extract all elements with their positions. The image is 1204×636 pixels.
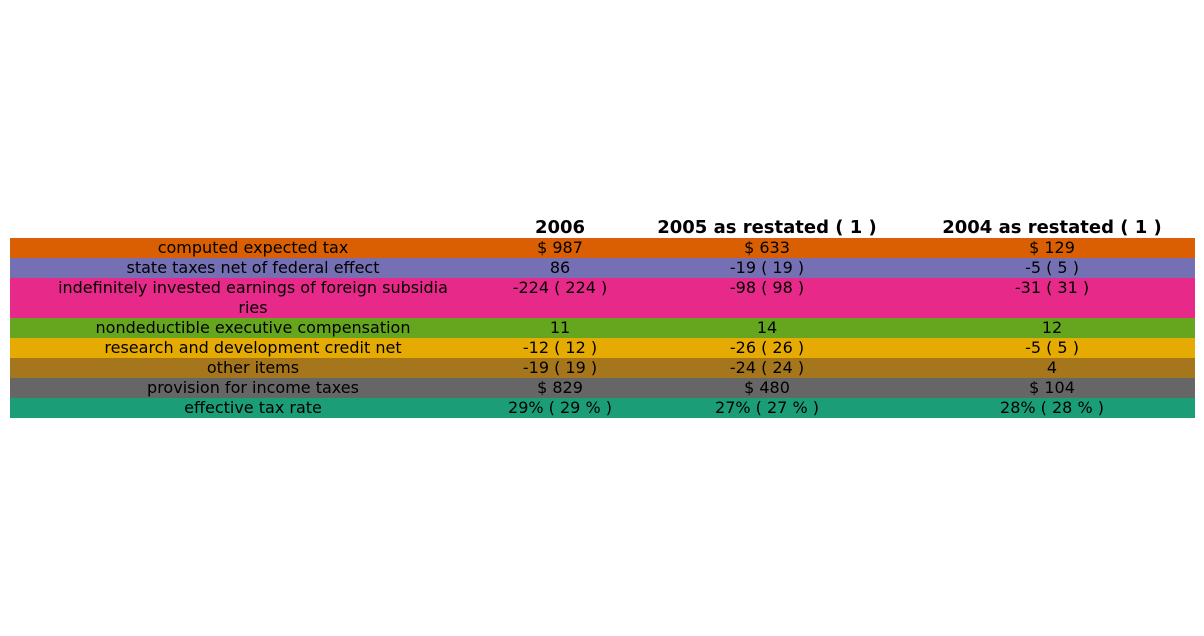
table-cell: $ 104 — [1029, 378, 1075, 397]
column-header: 2004 as restated ( 1 ) — [942, 217, 1162, 238]
column-header: 2005 as restated ( 1 ) — [657, 217, 877, 238]
table-cell: 12 — [1042, 318, 1062, 337]
row-background — [10, 258, 1195, 278]
table-cell: -5 ( 5 ) — [1025, 338, 1079, 357]
table-cell: 29% ( 29 % ) — [508, 398, 612, 417]
table-cell: -31 ( 31 ) — [1015, 278, 1089, 297]
table-row: computed expected tax $ 987 $ 633 $ 129 — [10, 238, 1195, 258]
table-body: computed expected tax $ 987 $ 633 $ 129stat… — [10, 238, 1195, 418]
table-cell: -26 ( 26 ) — [730, 338, 804, 357]
row-label: effective tax rate — [184, 398, 322, 417]
table-row: state taxes net of federal effect 86 -19 (… — [10, 258, 1195, 278]
table-row: effective tax rate 29% ( 29 % ) 27% ( 27 %… — [10, 398, 1195, 418]
row-label: nondeductible executive compensation — [96, 318, 411, 337]
table-cell: 27% ( 27 % ) — [715, 398, 819, 417]
column-header: 2006 — [535, 217, 585, 238]
row-background — [10, 238, 1195, 258]
table-cell: 11 — [550, 318, 570, 337]
table-cell: -24 ( 24 ) — [730, 358, 804, 377]
table-row: research and development credit net -12 (… — [10, 338, 1195, 358]
table-cell: -19 ( 19 ) — [523, 358, 597, 377]
table-cell: 86 — [550, 258, 570, 277]
table-cell: 14 — [757, 318, 777, 337]
table-cell: $ 480 — [744, 378, 790, 397]
table-cell: -98 ( 98 ) — [730, 278, 804, 297]
row-label: provision for income taxes — [147, 378, 359, 397]
table-cell: 28% ( 28 % ) — [1000, 398, 1104, 417]
table-cell: 4 — [1047, 358, 1057, 377]
row-background — [10, 278, 1195, 318]
row-background — [10, 318, 1195, 338]
row-label: computed expected tax — [158, 238, 349, 257]
table-cell: -5 ( 5 ) — [1025, 258, 1079, 277]
row-background — [10, 398, 1195, 418]
table-cell: $ 987 — [537, 238, 583, 257]
row-label: research and development credit net — [104, 338, 401, 357]
table-cell: $ 633 — [744, 238, 790, 257]
table-cell: -12 ( 12 ) — [523, 338, 597, 357]
table-row: other items -19 ( 19 ) -24 ( 24 ) 4 — [10, 358, 1195, 378]
table-cell: $ 829 — [537, 378, 583, 397]
table-row: provision for income taxes $ 829 $ 480 $ 10… — [10, 378, 1195, 398]
row-label: ries — [238, 298, 267, 317]
table-cell: -224 ( 224 ) — [513, 278, 608, 297]
header-row: 2006 2005 as restated ( 1 ) 2004 as restat… — [535, 217, 1162, 238]
row-background — [10, 358, 1195, 378]
row-label: indefinitely invested earnings of foreig… — [58, 278, 448, 297]
table-cell: -19 ( 19 ) — [730, 258, 804, 277]
table-row: nondeductible executive compensation 11 14… — [10, 318, 1195, 338]
row-label: other items — [207, 358, 299, 377]
row-background — [10, 378, 1195, 398]
table-row: indefinitely invested earnings of foreig… — [10, 278, 1195, 318]
row-background — [10, 338, 1195, 358]
table-cell: $ 129 — [1029, 238, 1075, 257]
row-label: state taxes net of federal effect — [127, 258, 380, 277]
